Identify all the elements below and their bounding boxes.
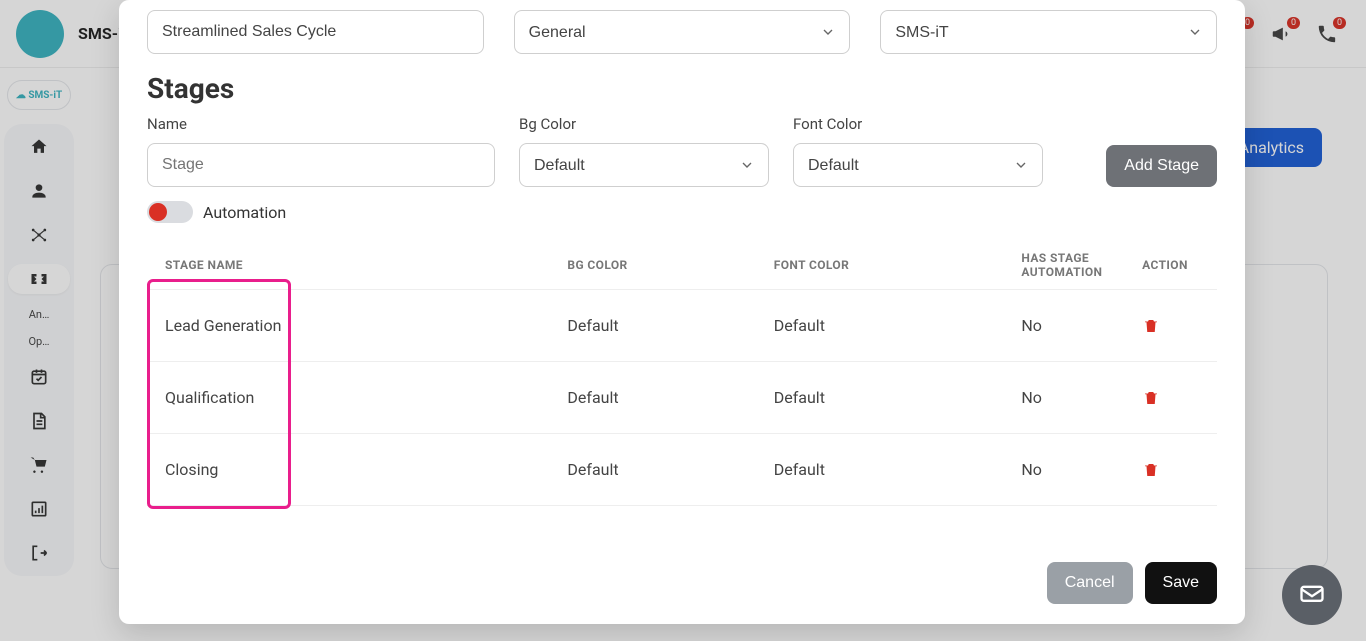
trash-icon[interactable] <box>1142 461 1199 479</box>
cell-stage-name: Lead Generation <box>147 290 549 362</box>
stages-table: STAGE NAME BG COLOR FONT COLOR HAS STAGE… <box>147 241 1217 506</box>
automation-toggle[interactable] <box>147 201 193 223</box>
col-stage-name: STAGE NAME <box>147 241 549 290</box>
cell-stage-name: Closing <box>147 434 549 506</box>
cell-font: Default <box>756 362 1004 434</box>
col-action: ACTION <box>1124 241 1217 290</box>
save-button[interactable]: Save <box>1145 562 1217 604</box>
trash-icon[interactable] <box>1142 317 1199 335</box>
bgcolor-select[interactable]: Default <box>519 143 769 187</box>
cell-auto: No <box>1003 290 1124 362</box>
toggle-knob <box>149 203 167 221</box>
stage-name-input[interactable] <box>147 143 495 187</box>
automation-label: Automation <box>203 203 286 222</box>
cell-auto: No <box>1003 362 1124 434</box>
category-select[interactable]: General <box>514 10 851 54</box>
fontcolor-select[interactable]: Default <box>793 143 1043 187</box>
cell-auto: No <box>1003 434 1124 506</box>
stages-modal: General SMS-iT Stages Name <box>119 0 1245 624</box>
pipeline-name-input[interactable] <box>147 10 484 54</box>
modal-overlay: General SMS-iT Stages Name <box>0 0 1366 641</box>
table-row: Lead GenerationDefaultDefaultNo <box>147 290 1217 362</box>
cell-font: Default <box>756 290 1004 362</box>
cancel-button[interactable]: Cancel <box>1047 562 1133 604</box>
chat-fab[interactable] <box>1282 565 1342 625</box>
cell-bg: Default <box>549 362 755 434</box>
bgcolor-label: Bg Color <box>519 115 769 133</box>
table-row: ClosingDefaultDefaultNo <box>147 434 1217 506</box>
name-label: Name <box>147 115 495 133</box>
cell-font: Default <box>756 434 1004 506</box>
cell-bg: Default <box>549 434 755 506</box>
col-has-auto: HAS STAGE AUTOMATION <box>1003 241 1124 290</box>
trash-icon[interactable] <box>1142 389 1199 407</box>
col-font-color: FONT COLOR <box>756 241 1004 290</box>
fontcolor-label: Font Color <box>793 115 1043 133</box>
col-bg-color: BG COLOR <box>549 241 755 290</box>
table-row: QualificationDefaultDefaultNo <box>147 362 1217 434</box>
cell-stage-name: Qualification <box>147 362 549 434</box>
section-title: Stages <box>147 72 1217 105</box>
owner-select[interactable]: SMS-iT <box>880 10 1217 54</box>
cell-bg: Default <box>549 290 755 362</box>
add-stage-button[interactable]: Add Stage <box>1106 145 1217 187</box>
